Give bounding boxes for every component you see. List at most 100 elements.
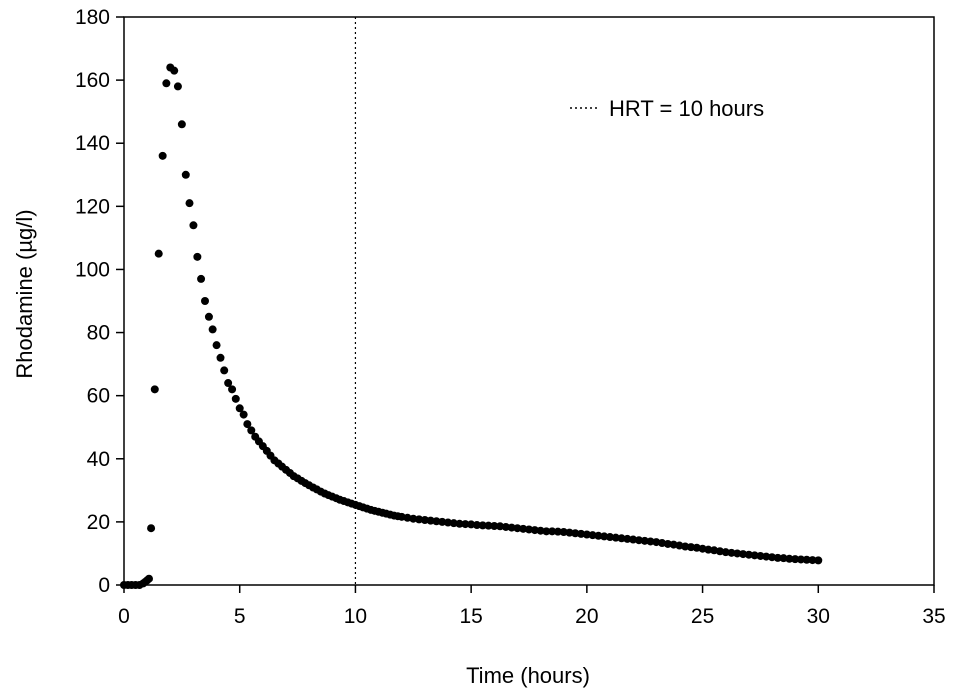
data-point xyxy=(224,379,233,388)
x-tick-label: 15 xyxy=(459,605,482,628)
data-point xyxy=(478,521,487,530)
data-point xyxy=(204,312,213,321)
data-point xyxy=(600,532,609,541)
data-point xyxy=(212,341,221,350)
data-point xyxy=(756,551,765,560)
data-point xyxy=(744,550,753,559)
data-point xyxy=(501,522,510,531)
data-point xyxy=(687,543,695,552)
data-point xyxy=(565,528,574,537)
y-tick-label: 120 xyxy=(75,195,110,218)
data-point xyxy=(197,274,206,283)
data-point xyxy=(606,533,614,542)
data-point xyxy=(201,297,209,305)
data-point xyxy=(144,574,153,583)
data-point xyxy=(571,529,580,538)
data-point xyxy=(525,525,533,534)
y-tick-label: 140 xyxy=(75,132,110,155)
data-point xyxy=(507,523,516,532)
data-point xyxy=(739,550,748,559)
data-point xyxy=(193,252,202,261)
data-point xyxy=(513,524,522,533)
data-point xyxy=(519,524,528,533)
y-tick-label: 180 xyxy=(75,6,110,29)
data-point xyxy=(588,531,597,540)
data-point xyxy=(247,426,256,435)
data-point xyxy=(490,521,499,530)
data-point xyxy=(542,527,551,536)
data-point xyxy=(802,555,811,564)
y-tick-label: 100 xyxy=(75,258,110,281)
x-tick-label: 20 xyxy=(575,605,598,628)
data-point xyxy=(634,536,643,545)
data-point xyxy=(762,552,771,561)
data-point xyxy=(154,249,163,258)
data-point xyxy=(426,516,435,525)
data-point xyxy=(640,536,649,545)
data-point xyxy=(727,548,736,557)
data-point xyxy=(559,527,568,536)
data-point xyxy=(496,522,505,531)
data-point xyxy=(239,410,248,419)
data-point xyxy=(814,556,823,565)
x-axis: 0 5 10 15 20 25 30 35 xyxy=(118,585,946,628)
data-point xyxy=(461,520,470,529)
data-point xyxy=(170,66,179,75)
legend-label: HRT = 10 hours xyxy=(609,96,764,121)
y-tick-label: 40 xyxy=(87,448,110,471)
data-point xyxy=(629,535,638,544)
data-point xyxy=(536,526,545,535)
data-point xyxy=(785,554,794,563)
y-axis: 0 20 40 60 80 100 120 140 160 180 xyxy=(75,6,124,597)
data-point xyxy=(623,534,632,543)
data-point xyxy=(773,553,782,562)
data-point xyxy=(216,353,225,362)
x-tick-label: 30 xyxy=(807,605,830,628)
data-point xyxy=(768,553,776,562)
y-axis-label: Rhodamine (µg/l) xyxy=(12,209,37,378)
data-point xyxy=(243,420,252,429)
data-point xyxy=(409,514,418,523)
data-point xyxy=(185,199,194,208)
x-tick-label: 35 xyxy=(922,605,945,628)
data-point xyxy=(455,519,464,528)
data-point xyxy=(484,521,493,530)
data-point xyxy=(208,325,217,334)
data-point xyxy=(420,515,429,524)
data-point xyxy=(750,551,759,560)
x-tick-label: 5 xyxy=(234,605,246,628)
data-points xyxy=(120,63,823,589)
data-point xyxy=(467,520,476,529)
data-point xyxy=(577,529,586,538)
x-tick-label: 10 xyxy=(344,605,367,628)
data-point xyxy=(173,82,182,91)
data-point xyxy=(548,527,557,536)
data-point xyxy=(158,151,167,160)
data-point xyxy=(721,548,730,557)
data-point xyxy=(177,120,186,129)
data-point xyxy=(220,366,229,375)
data-point xyxy=(444,518,452,527)
legend: HRT = 10 hours xyxy=(570,96,764,121)
data-point xyxy=(779,554,788,563)
plot-area xyxy=(123,16,935,586)
data-point xyxy=(530,526,539,535)
x-tick-label: 25 xyxy=(691,605,714,628)
data-point xyxy=(681,542,690,551)
data-point xyxy=(704,545,713,554)
data-point xyxy=(449,519,458,528)
data-point xyxy=(472,521,481,530)
data-point xyxy=(594,531,603,540)
y-tick-label: 160 xyxy=(75,69,110,92)
data-point xyxy=(808,556,817,565)
y-tick-label: 20 xyxy=(87,511,110,534)
y-tick-label: 0 xyxy=(98,574,110,597)
data-point xyxy=(646,537,655,546)
x-tick-label: 0 xyxy=(118,605,130,628)
data-point xyxy=(617,534,626,543)
data-point xyxy=(228,385,237,394)
data-point xyxy=(189,221,198,230)
x-axis-label: Time (hours) xyxy=(466,663,590,688)
data-point xyxy=(150,385,159,394)
